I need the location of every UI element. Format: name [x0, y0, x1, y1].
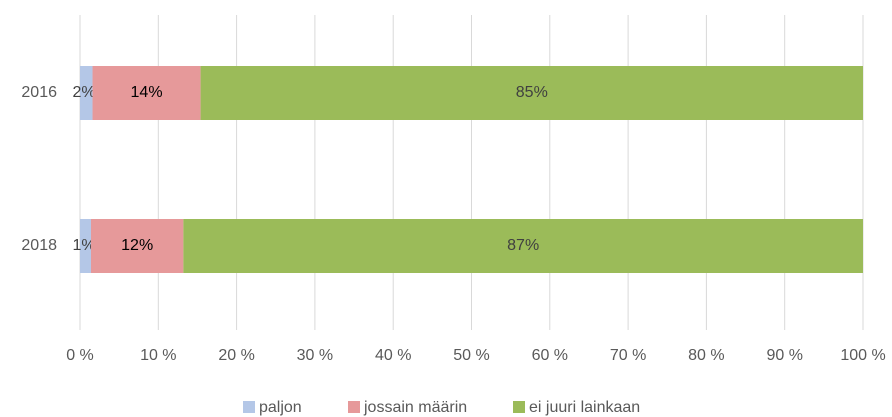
x-tick-label: 100 % — [840, 347, 885, 364]
bar-segment — [183, 219, 863, 273]
legend-label: ei juuri lainkaan — [529, 399, 640, 416]
data-label: 85% — [516, 84, 548, 101]
x-tick-label: 90 % — [766, 347, 802, 364]
bar-segment — [200, 66, 863, 120]
x-tick-label: 60 % — [532, 347, 568, 364]
x-tick-label: 50 % — [453, 347, 489, 364]
bar-segment — [90, 219, 184, 273]
bar-segment — [92, 66, 201, 120]
legend-swatch — [513, 401, 525, 413]
data-label: 1% — [72, 237, 95, 254]
legend-label: paljon — [259, 399, 302, 416]
x-tick-label: 80 % — [688, 347, 724, 364]
y-tick-label: 2016 — [21, 84, 57, 101]
bar-segment — [80, 219, 91, 273]
legend-swatch — [243, 401, 255, 413]
data-label: 12% — [121, 237, 153, 254]
x-tick-label: 20 % — [218, 347, 254, 364]
x-tick-label: 70 % — [610, 347, 646, 364]
data-label: 2% — [72, 84, 95, 101]
y-tick-label: 2018 — [21, 237, 57, 254]
data-label: 14% — [131, 84, 163, 101]
x-tick-label: 40 % — [375, 347, 411, 364]
bar-segment — [80, 66, 93, 120]
x-tick-label: 0 % — [66, 347, 94, 364]
x-tick-label: 10 % — [140, 347, 176, 364]
x-tick-label: 30 % — [297, 347, 333, 364]
legend-swatch — [348, 401, 360, 413]
data-label: 87% — [507, 237, 539, 254]
legend-label: jossain määrin — [363, 399, 467, 416]
